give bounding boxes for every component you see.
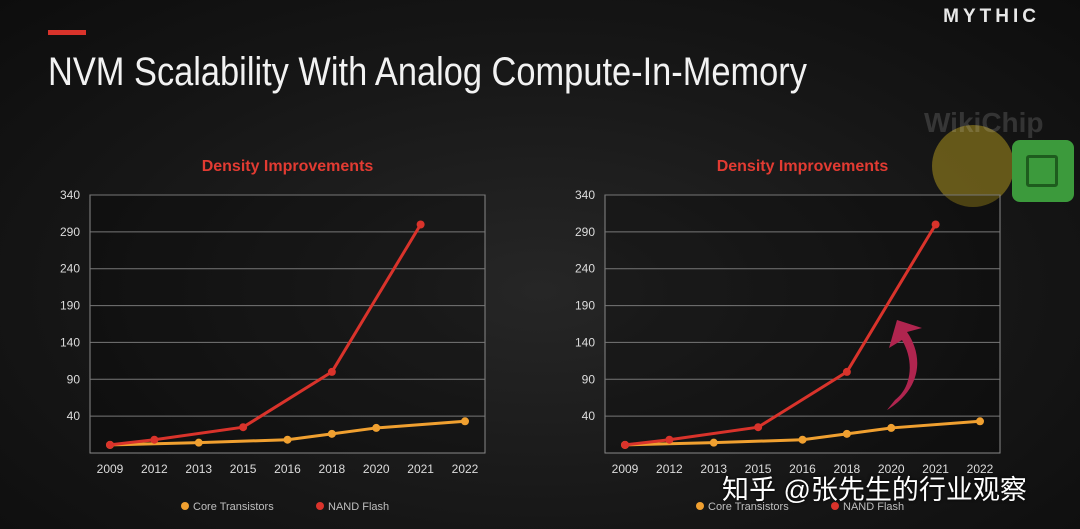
y-tick-label: 90 bbox=[582, 372, 596, 386]
curved-up-arrow-icon bbox=[887, 320, 922, 410]
y-tick-label: 240 bbox=[60, 262, 80, 276]
title-accent-bar bbox=[48, 30, 86, 35]
data-point bbox=[327, 367, 336, 376]
data-point bbox=[239, 423, 248, 432]
legend-marker bbox=[316, 502, 324, 510]
data-point bbox=[931, 220, 940, 229]
x-tick-label: 2015 bbox=[745, 462, 772, 476]
wikichip-watermark: WikiChip bbox=[924, 107, 1044, 138]
data-point bbox=[106, 440, 114, 449]
data-point bbox=[372, 423, 381, 432]
data-point bbox=[754, 423, 763, 432]
legend-marker bbox=[696, 502, 704, 510]
zhihu-watermark: 知乎 @张先生的行业观察 bbox=[722, 475, 1027, 505]
data-point bbox=[665, 435, 674, 444]
x-tick-label: 2016 bbox=[274, 462, 301, 476]
y-tick-label: 290 bbox=[60, 225, 80, 239]
legend-marker bbox=[831, 502, 839, 510]
x-tick-label: 2013 bbox=[700, 462, 727, 476]
data-point bbox=[461, 417, 469, 426]
series-line bbox=[109, 419, 466, 447]
chart-title: Density Improvements bbox=[717, 158, 889, 175]
density-chart-left: Density Improvements 40 90 140 190 240 290 340 2… bbox=[60, 158, 486, 513]
legend-marker bbox=[181, 502, 189, 510]
x-tick-label: 2021 bbox=[922, 462, 949, 476]
wikichip-wafer-icon bbox=[932, 125, 1014, 207]
x-tick-label: 2012 bbox=[141, 462, 168, 476]
x-tick-label: 2009 bbox=[612, 462, 639, 476]
x-tick-label: 2018 bbox=[834, 462, 861, 476]
x-tick-label: 2021 bbox=[407, 462, 434, 476]
wikichip-chip-icon bbox=[1012, 140, 1074, 202]
data-point bbox=[621, 440, 629, 449]
x-tick-label: 2013 bbox=[185, 462, 212, 476]
plot-area bbox=[89, 194, 486, 454]
series-line bbox=[624, 419, 981, 447]
density-chart-right: Density Improvements 40 90 140 190 240 290 340 2… bbox=[575, 158, 1001, 513]
data-point bbox=[842, 367, 851, 376]
data-point bbox=[976, 417, 984, 426]
x-tick-label: 2018 bbox=[319, 462, 346, 476]
data-point bbox=[887, 423, 896, 432]
y-tick-label: 190 bbox=[575, 299, 595, 313]
y-tick-label: 340 bbox=[60, 188, 80, 202]
y-tick-label: 90 bbox=[67, 372, 81, 386]
legend-label: NAND Flash bbox=[328, 501, 389, 513]
legend-label: Core Transistors bbox=[193, 501, 274, 513]
brand-logo: MYTHIC bbox=[943, 6, 1040, 27]
chart-title: Density Improvements bbox=[202, 158, 374, 175]
data-point bbox=[709, 438, 718, 447]
data-point bbox=[798, 435, 807, 444]
y-tick-label: 290 bbox=[575, 225, 595, 239]
y-tick-label: 40 bbox=[582, 409, 596, 423]
x-tick-label: 2016 bbox=[789, 462, 816, 476]
legend-label: NAND Flash bbox=[843, 501, 904, 513]
x-tick-label: 2020 bbox=[363, 462, 390, 476]
legend-label: Core Transistors bbox=[708, 501, 789, 513]
data-point bbox=[327, 429, 336, 438]
plot-area bbox=[604, 194, 1001, 454]
y-tick-label: 340 bbox=[575, 188, 595, 202]
y-tick-label: 240 bbox=[575, 262, 595, 276]
x-tick-label: 2015 bbox=[230, 462, 257, 476]
x-tick-label: 2009 bbox=[97, 462, 124, 476]
data-point bbox=[416, 220, 425, 229]
x-tick-label: 2012 bbox=[656, 462, 683, 476]
chip-die-icon bbox=[1026, 155, 1058, 187]
y-tick-label: 140 bbox=[60, 335, 80, 349]
data-point bbox=[150, 435, 159, 444]
data-point bbox=[194, 438, 203, 447]
y-tick-label: 40 bbox=[67, 409, 81, 423]
data-point bbox=[283, 435, 292, 444]
y-tick-label: 190 bbox=[60, 299, 80, 313]
x-tick-label: 2022 bbox=[967, 462, 994, 476]
y-tick-label: 140 bbox=[575, 335, 595, 349]
data-point bbox=[842, 429, 851, 438]
slide-title: NVM Scalability With Analog Compute-In-M… bbox=[48, 50, 807, 94]
x-tick-label: 2020 bbox=[878, 462, 905, 476]
x-tick-label: 2022 bbox=[452, 462, 479, 476]
